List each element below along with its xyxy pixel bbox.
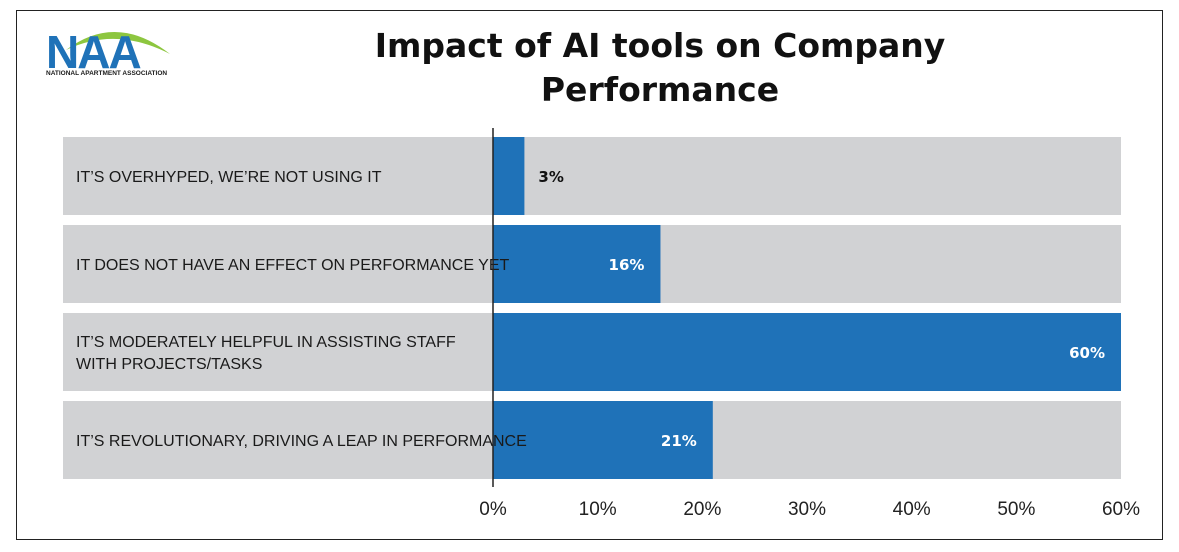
value-label: 3% [538,168,563,186]
x-tick-label: 30% [788,499,826,520]
category-label: IT’S OVERHYPED, WE’RE NOT USING IT [76,169,382,186]
naa-logo: NAA [46,26,170,78]
category-label: WITH PROJECTS/TASKS [76,356,262,373]
chart-title: Impact of AI tools on Company Performanc… [300,24,1020,112]
logo-swoosh-green [66,31,170,54]
bar-4 [493,401,713,479]
category-label: IT’S REVOLUTIONARY, DRIVING A LEAP IN PE… [76,433,527,450]
x-tick-label: 0% [479,499,507,520]
category-label: IT DOES NOT HAVE AN EFFECT ON PERFORMANC… [76,257,509,274]
x-tick-label: 50% [997,499,1035,520]
bar-1 [493,137,525,215]
x-tick-label: 60% [1102,499,1140,520]
x-tick-label: 20% [683,499,721,520]
chart-title-line-1: Impact of AI tools on Company [374,26,946,65]
chart-title-line-2: Performance [540,70,780,109]
x-tick-label: 40% [893,499,931,520]
chart-frame [16,10,1163,540]
bar-2 [493,225,661,303]
bar-3 [493,313,1121,391]
value-label: 16% [609,256,645,274]
value-label: 21% [661,432,697,450]
category-label: IT’S MODERATELY HELPFUL IN ASSISTING STA… [76,334,456,351]
x-tick-label: 10% [579,499,617,520]
row-background [63,137,1121,215]
logo-letters: NAA [46,26,140,78]
value-label: 60% [1069,344,1105,362]
logo-subtitle: NATIONAL APARTMENT ASSOCIATION [46,70,168,77]
